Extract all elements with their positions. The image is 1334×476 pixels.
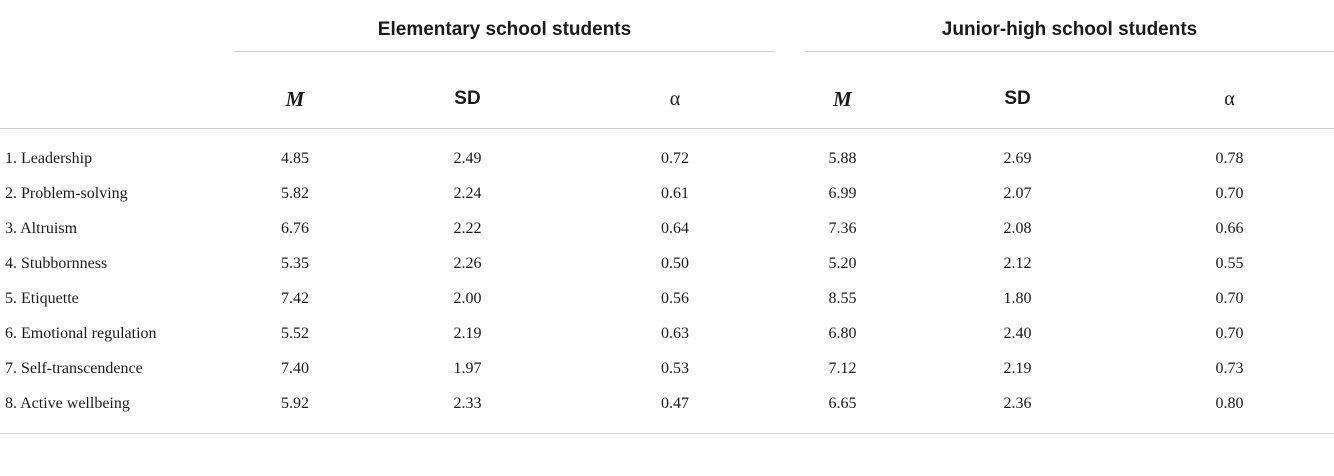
cell-junior-m: 6.80 <box>828 325 857 342</box>
group-header-row: Elementary school students Junior-high s… <box>0 0 1334 70</box>
cell-junior-alpha: 0.66 <box>1215 220 1244 237</box>
cell-junior-m: 6.99 <box>828 185 857 202</box>
table-row: 3. Altruism 6.76 2.22 0.64 7.36 2.08 0.6… <box>0 211 1334 246</box>
cell-junior-sd: 2.40 <box>1003 325 1032 342</box>
cell-elementary-m: 5.92 <box>230 386 360 434</box>
row-label: 4. Stubbornness <box>5 255 108 272</box>
table-row: 2. Problem-solving 5.82 2.24 0.61 6.99 2… <box>0 176 1334 211</box>
cell-junior-sd: 2.08 <box>1003 220 1032 237</box>
stats-table: Elementary school students Junior-high s… <box>0 0 1334 434</box>
cell-elementary-alpha: 0.50 <box>661 255 689 272</box>
cell-elementary-sd: 2.24 <box>453 185 482 202</box>
column-header-blank <box>0 70 230 129</box>
column-header-elementary-m: M <box>230 70 360 129</box>
cell-elementary-alpha: 0.63 <box>661 325 689 342</box>
cell-junior-m: 5.88 <box>828 150 857 167</box>
column-header-row: M SD α M SD α <box>0 70 1334 129</box>
column-header-elementary-sd: SD <box>360 70 575 129</box>
group-label-elementary: Elementary school students <box>234 15 776 52</box>
cell-junior-sd: 1.80 <box>1003 290 1032 307</box>
cell-elementary-sd: 2.19 <box>453 325 482 342</box>
cell-elementary-sd: 1.97 <box>453 360 482 377</box>
cell-elementary-alpha: 0.61 <box>661 185 689 202</box>
group-header-blank <box>0 0 230 70</box>
cell-elementary-m: 7.40 <box>281 360 309 377</box>
cell-elementary-m: 4.85 <box>281 150 309 167</box>
row-label: 2. Problem-solving <box>5 185 128 202</box>
cell-elementary-m: 5.82 <box>281 185 309 202</box>
cell-elementary-alpha: 0.72 <box>661 150 689 167</box>
cell-junior-sd: 2.36 <box>910 386 1126 434</box>
cell-junior-sd: 2.69 <box>1003 150 1032 167</box>
cell-junior-m: 7.36 <box>828 220 857 237</box>
group-header-junior: Junior-high school students <box>775 0 1334 70</box>
cell-junior-alpha: 0.73 <box>1215 360 1244 377</box>
cell-elementary-alpha: 0.53 <box>661 360 689 377</box>
group-label-junior: Junior-high school students <box>805 15 1334 52</box>
column-header-elementary-alpha: α <box>575 70 776 129</box>
table-row: 5. Etiquette 7.42 2.00 0.56 8.55 1.80 0.… <box>0 281 1334 316</box>
cell-junior-alpha: 0.70 <box>1215 325 1244 342</box>
cell-elementary-sd: 2.00 <box>453 290 482 307</box>
row-label: 1. Leadership <box>5 150 93 167</box>
stats-table-container: Elementary school students Junior-high s… <box>0 0 1334 434</box>
cell-junior-m: 6.65 <box>775 386 911 434</box>
cell-junior-m: 5.20 <box>828 255 857 272</box>
cell-elementary-sd: 2.26 <box>453 255 482 272</box>
row-label: 5. Etiquette <box>5 290 79 307</box>
cell-elementary-sd: 2.49 <box>453 150 482 167</box>
cell-elementary-sd: 2.33 <box>360 386 575 434</box>
cell-elementary-alpha: 0.47 <box>575 386 776 434</box>
cell-junior-alpha: 0.70 <box>1215 185 1244 202</box>
column-header-junior-m: M <box>775 70 911 129</box>
group-header-elementary: Elementary school students <box>230 0 776 70</box>
cell-junior-sd: 2.19 <box>1003 360 1032 377</box>
cell-elementary-m: 7.42 <box>281 290 309 307</box>
cell-elementary-m: 6.76 <box>281 220 309 237</box>
cell-elementary-m: 5.35 <box>281 255 309 272</box>
table-row: 6. Emotional regulation 5.52 2.19 0.63 6… <box>0 316 1334 351</box>
table-row: 8. Active wellbeing 5.92 2.33 0.47 6.65 … <box>0 386 1334 434</box>
cell-junior-alpha: 0.78 <box>1215 150 1244 167</box>
table-body: 1. Leadership 4.85 2.49 0.72 5.88 2.69 0… <box>0 129 1334 434</box>
column-header-junior-alpha: α <box>1125 70 1334 129</box>
row-label: 3. Altruism <box>5 220 78 237</box>
cell-junior-sd: 2.07 <box>1003 185 1032 202</box>
cell-elementary-sd: 2.22 <box>453 220 482 237</box>
cell-junior-m: 7.12 <box>828 360 857 377</box>
row-label: 7. Self-transcendence <box>5 360 143 377</box>
row-label: 6. Emotional regulation <box>5 325 157 342</box>
cell-junior-m: 8.55 <box>828 290 857 307</box>
cell-elementary-alpha: 0.64 <box>661 220 689 237</box>
table-row: 1. Leadership 4.85 2.49 0.72 5.88 2.69 0… <box>0 129 1334 177</box>
cell-junior-sd: 2.12 <box>1003 255 1032 272</box>
cell-junior-alpha: 0.55 <box>1215 255 1244 272</box>
cell-junior-alpha: 0.70 <box>1215 290 1244 307</box>
cell-elementary-alpha: 0.56 <box>661 290 689 307</box>
cell-junior-alpha: 0.80 <box>1125 386 1334 434</box>
table-row: 4. Stubbornness 5.35 2.26 0.50 5.20 2.12… <box>0 246 1334 281</box>
cell-elementary-m: 5.52 <box>281 325 309 342</box>
column-header-junior-sd: SD <box>910 70 1126 129</box>
table-row: 7. Self-transcendence 7.40 1.97 0.53 7.1… <box>0 351 1334 386</box>
row-label: 8. Active wellbeing <box>0 386 230 434</box>
